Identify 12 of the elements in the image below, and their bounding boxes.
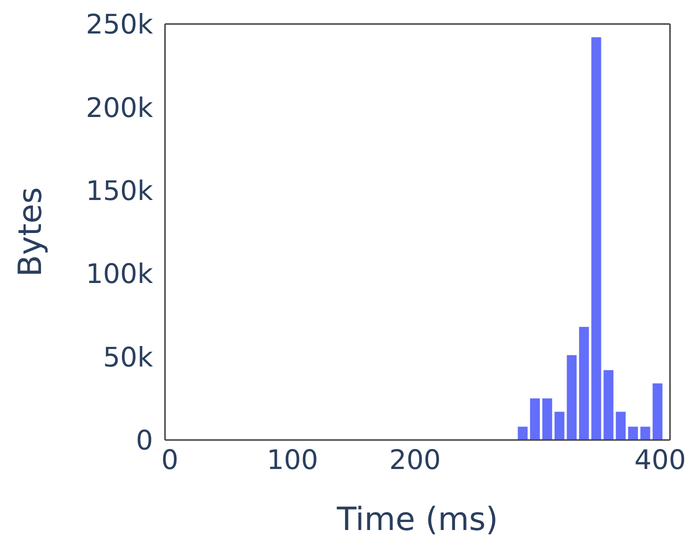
x-axis-title: Time (ms) xyxy=(336,500,498,538)
y-tick-label: 100k xyxy=(86,259,154,290)
y-tick-label: 0 xyxy=(136,426,153,457)
x-tick-label: 100 xyxy=(266,445,318,476)
y-tick-label: 250k xyxy=(86,10,154,41)
x-tick-label: 400 xyxy=(634,445,686,476)
y-tick-label: 50k xyxy=(103,342,154,374)
y-axis-title: Bytes xyxy=(11,187,49,277)
y-tick-label: 200k xyxy=(86,92,154,124)
x-tick-label: 200 xyxy=(389,445,441,476)
x-tick-label: 0 xyxy=(161,445,178,476)
y-tick-label: 150k xyxy=(86,176,154,207)
